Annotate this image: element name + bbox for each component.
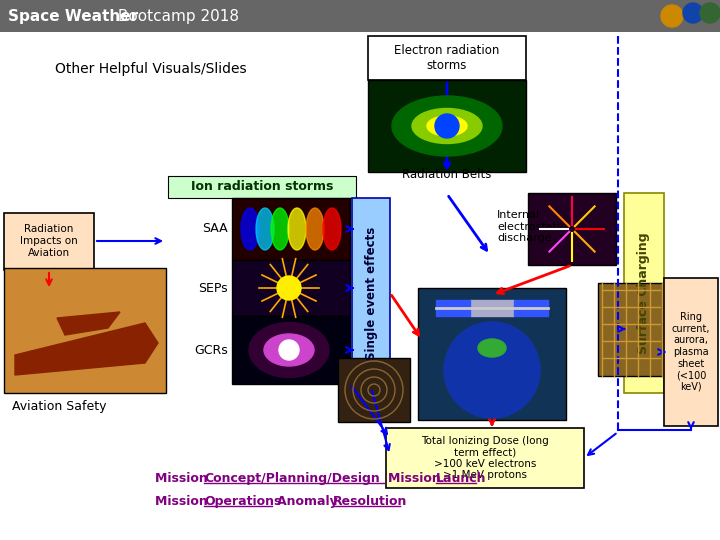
Polygon shape bbox=[514, 300, 548, 316]
Text: SEPs: SEPs bbox=[199, 281, 228, 294]
Circle shape bbox=[683, 3, 703, 23]
Text: Space Weather: Space Weather bbox=[8, 9, 138, 24]
Text: Mission: Mission bbox=[388, 472, 445, 485]
FancyBboxPatch shape bbox=[4, 268, 166, 393]
Ellipse shape bbox=[256, 208, 274, 250]
Ellipse shape bbox=[392, 96, 502, 156]
Text: Radiation Belts: Radiation Belts bbox=[402, 168, 492, 181]
FancyBboxPatch shape bbox=[418, 288, 566, 420]
FancyBboxPatch shape bbox=[664, 278, 718, 426]
Text: SAA: SAA bbox=[202, 222, 228, 235]
Text: Mission: Mission bbox=[155, 472, 212, 485]
Text: Internal
electrostatic
discharge: Internal electrostatic discharge bbox=[497, 210, 566, 243]
FancyBboxPatch shape bbox=[232, 260, 350, 316]
Text: Anomaly: Anomaly bbox=[277, 495, 342, 508]
Text: Aviation Safety: Aviation Safety bbox=[12, 400, 107, 413]
Text: Launch: Launch bbox=[436, 472, 487, 485]
Text: Resolution: Resolution bbox=[333, 495, 408, 508]
Text: Radiation
Impacts on
Aviation: Radiation Impacts on Aviation bbox=[20, 225, 78, 258]
Text: Bootcamp 2018: Bootcamp 2018 bbox=[113, 9, 239, 24]
Polygon shape bbox=[57, 312, 120, 335]
Polygon shape bbox=[436, 300, 470, 316]
Ellipse shape bbox=[412, 109, 482, 144]
Ellipse shape bbox=[249, 322, 329, 377]
FancyBboxPatch shape bbox=[528, 193, 616, 265]
FancyBboxPatch shape bbox=[168, 176, 356, 198]
Text: Single event effects: Single event effects bbox=[364, 226, 377, 360]
Text: GCRs: GCRs bbox=[194, 343, 228, 356]
FancyBboxPatch shape bbox=[386, 428, 584, 488]
Text: Ring
current,
aurora,
plasma
sheet
(<100
keV): Ring current, aurora, plasma sheet (<100… bbox=[672, 312, 710, 392]
Text: Total Ionizing Dose (long
term effect)
>100 keV electrons
>1 MeV protons: Total Ionizing Dose (long term effect) >… bbox=[421, 436, 549, 481]
Circle shape bbox=[444, 322, 540, 418]
Ellipse shape bbox=[306, 208, 324, 250]
Ellipse shape bbox=[279, 340, 299, 360]
Ellipse shape bbox=[427, 116, 467, 136]
Polygon shape bbox=[15, 323, 158, 375]
Ellipse shape bbox=[271, 208, 289, 250]
Ellipse shape bbox=[241, 208, 259, 250]
Polygon shape bbox=[470, 300, 514, 316]
Circle shape bbox=[277, 276, 301, 300]
FancyBboxPatch shape bbox=[0, 0, 720, 32]
Text: Concept/Planning/Design: Concept/Planning/Design bbox=[204, 472, 379, 485]
FancyBboxPatch shape bbox=[232, 198, 350, 260]
FancyBboxPatch shape bbox=[368, 36, 526, 80]
Ellipse shape bbox=[288, 208, 306, 250]
FancyBboxPatch shape bbox=[624, 193, 664, 393]
Ellipse shape bbox=[478, 339, 506, 357]
Text: Electron radiation
storms: Electron radiation storms bbox=[395, 44, 500, 72]
Circle shape bbox=[661, 5, 683, 27]
FancyBboxPatch shape bbox=[232, 316, 350, 384]
Text: Other Helpful Visuals/Slides: Other Helpful Visuals/Slides bbox=[55, 62, 247, 76]
Text: Ion radiation storms: Ion radiation storms bbox=[191, 180, 333, 193]
Text: Surface Charging: Surface Charging bbox=[637, 232, 650, 354]
Text: Mission: Mission bbox=[155, 495, 212, 508]
FancyBboxPatch shape bbox=[338, 358, 410, 422]
Circle shape bbox=[700, 3, 720, 23]
FancyBboxPatch shape bbox=[4, 213, 94, 270]
FancyBboxPatch shape bbox=[368, 80, 526, 172]
Ellipse shape bbox=[323, 208, 341, 250]
FancyBboxPatch shape bbox=[352, 198, 390, 388]
Text: Operations: Operations bbox=[204, 495, 282, 508]
Circle shape bbox=[435, 114, 459, 138]
FancyBboxPatch shape bbox=[598, 283, 663, 376]
Ellipse shape bbox=[264, 334, 314, 366]
